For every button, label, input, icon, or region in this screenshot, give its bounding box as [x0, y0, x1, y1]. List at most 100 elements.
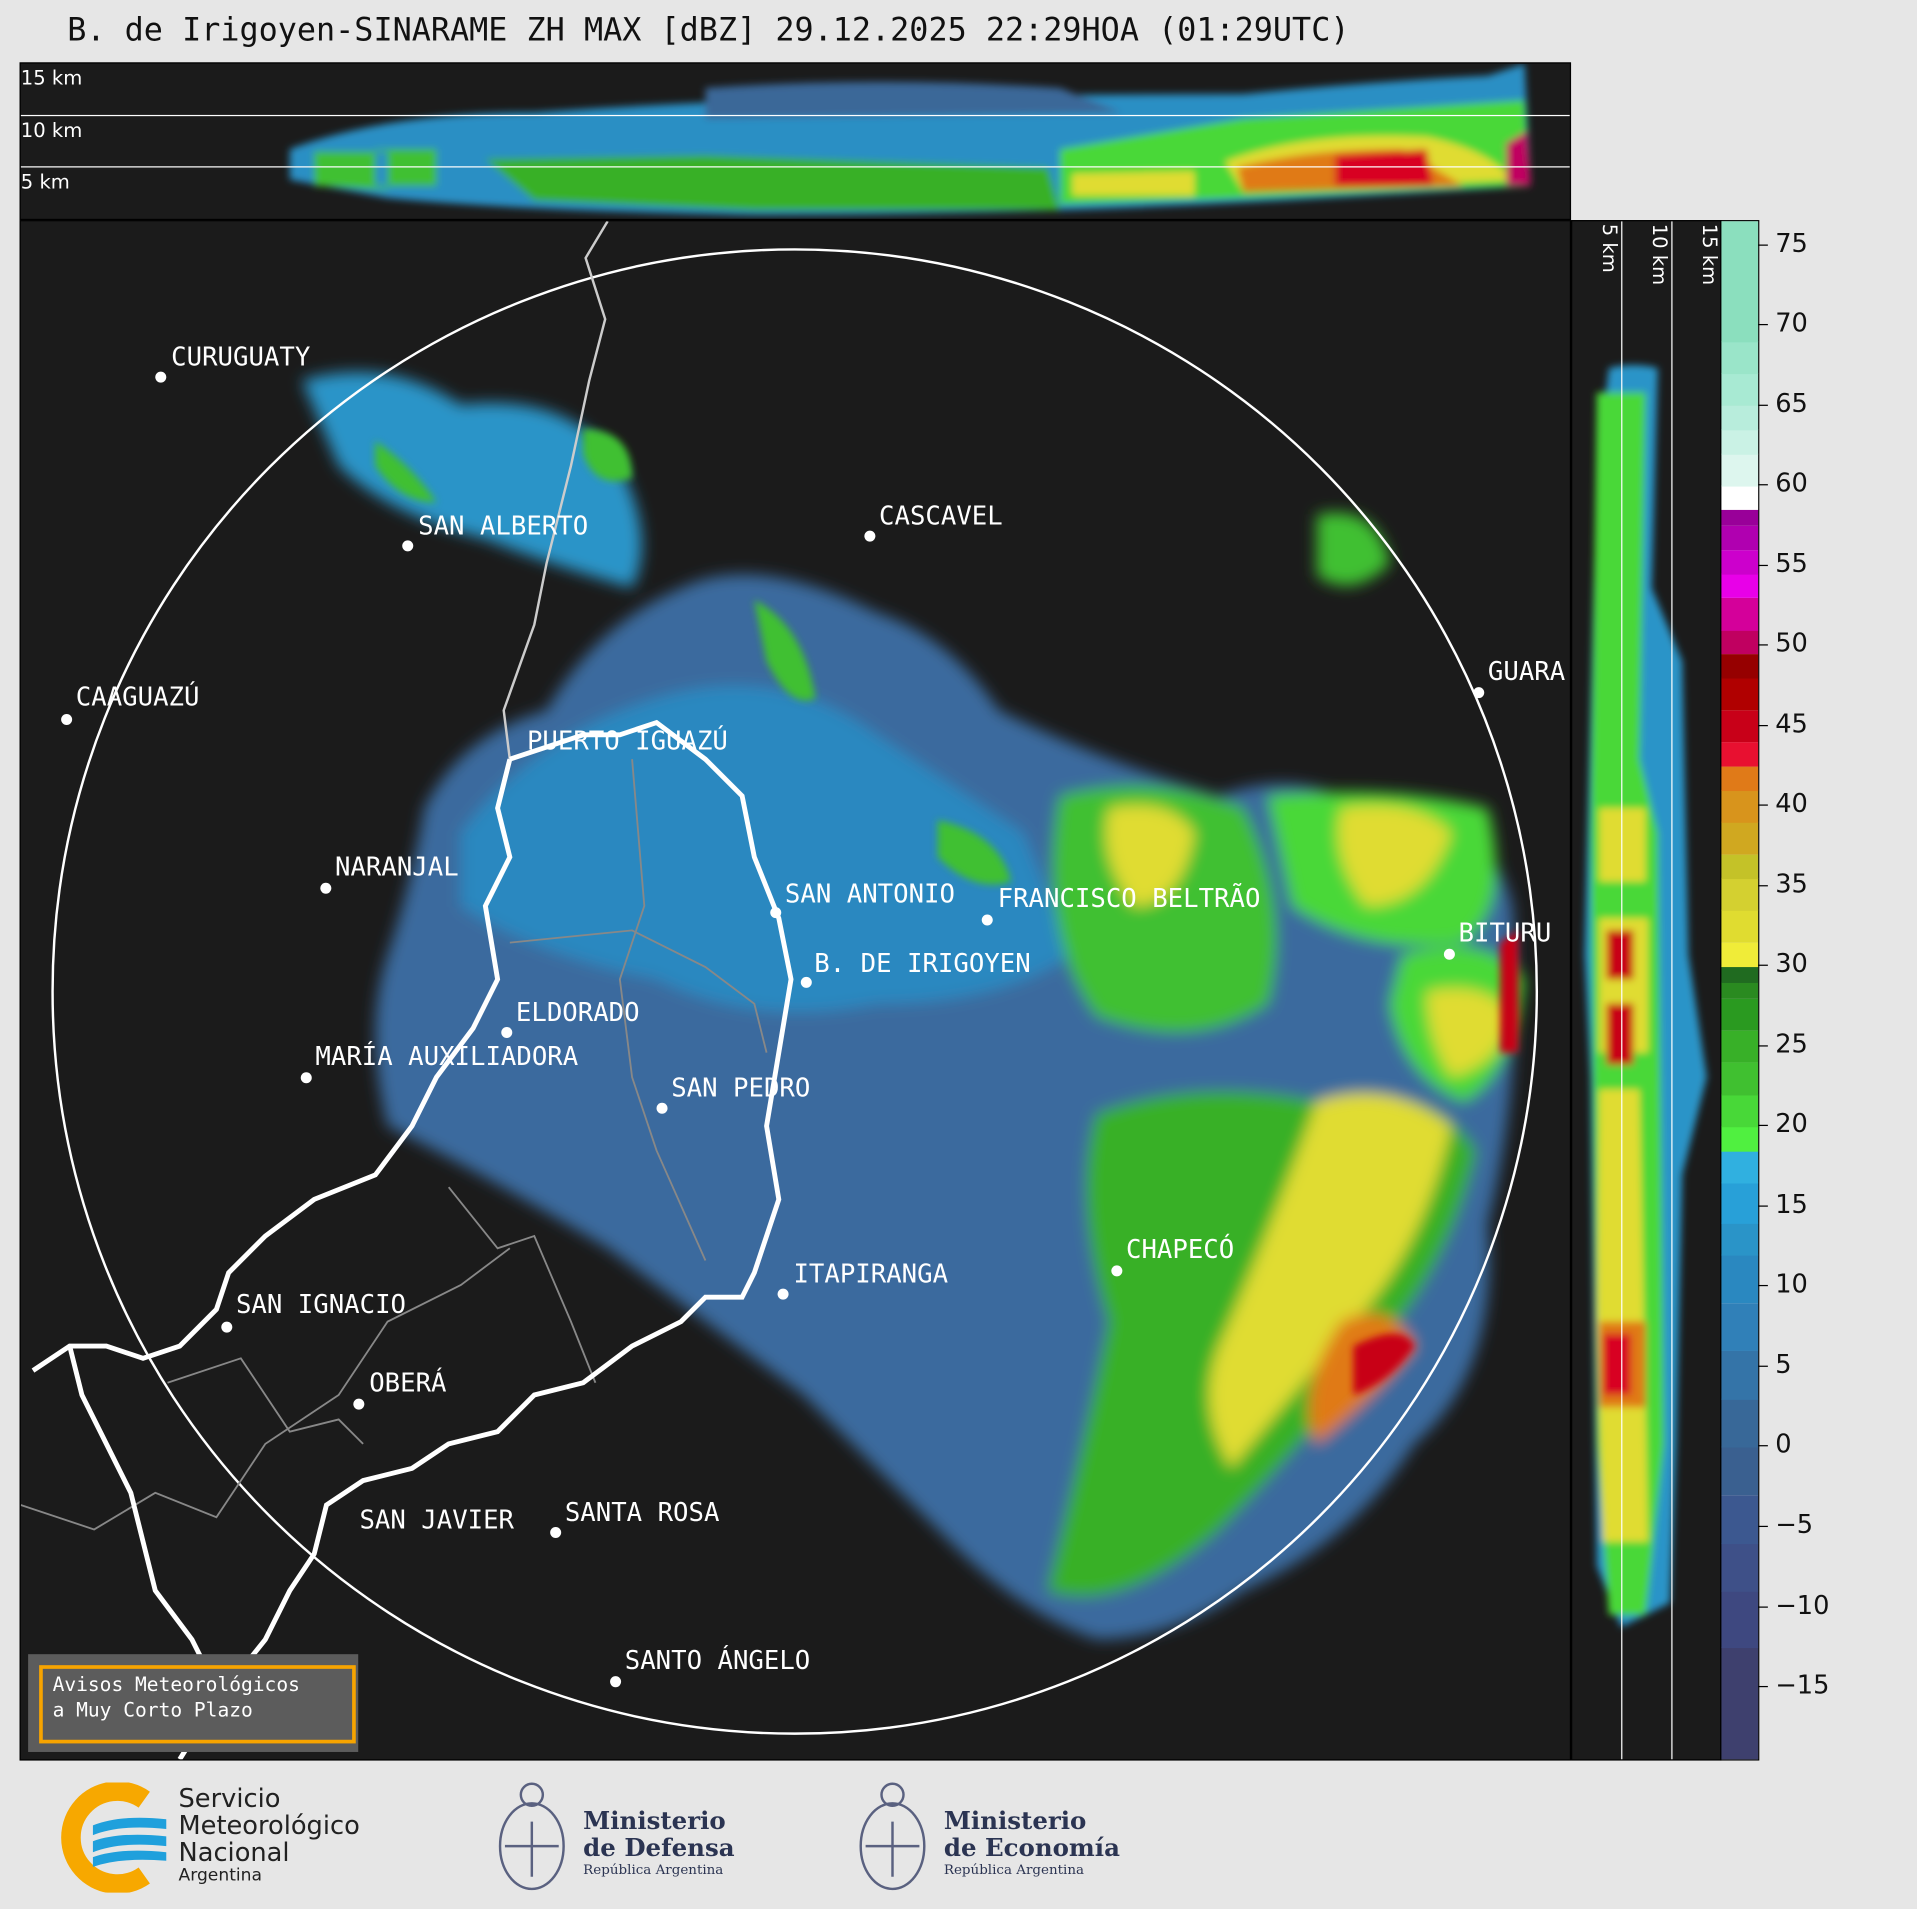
radar-map[interactable]: CURUGUATY SAN ALBERTO CASCAVEL CAAGUAZÚ GUAR… — [19, 220, 1572, 1761]
colorbar-tick — [1758, 965, 1768, 967]
colorbar-tick — [1758, 1686, 1768, 1688]
province-boundaries — [20, 759, 768, 1531]
reflectivity-field — [301, 372, 1525, 1640]
colorbar-tick-label: 0 — [1775, 1429, 1792, 1460]
colorbar-tick — [1758, 884, 1768, 887]
city-label: SAN JAVIER — [359, 1505, 515, 1535]
colorbar-tick-label: 50 — [1775, 628, 1808, 659]
colorbar-tick-label: 35 — [1775, 869, 1808, 899]
colorbar-segment — [1721, 1647, 1759, 1760]
colorbar-tick — [1758, 1125, 1768, 1127]
vertical-profile-top: 15 km 10 km 5 km — [19, 62, 1572, 221]
colorbar-segment — [1721, 790, 1759, 823]
city-marker-icon — [550, 1527, 562, 1539]
city-label: OBERÁ — [369, 1368, 447, 1398]
colorbar-tick-label: 10 — [1775, 1269, 1808, 1299]
colorbar-segment — [1721, 1446, 1759, 1496]
colorbar-segment — [1721, 1062, 1759, 1096]
colorbar-segment — [1721, 485, 1759, 511]
city-marker-icon — [155, 371, 167, 383]
city-marker-icon — [770, 907, 782, 919]
city-label: SANTA ROSA — [564, 1497, 720, 1528]
city-label: MARÍA AUXILIADORA — [315, 1041, 579, 1071]
city-label: CHAPECÓ — [1126, 1234, 1235, 1265]
colorbar-segment — [1721, 910, 1759, 943]
colorbar-tick — [1758, 1205, 1768, 1207]
colorbar-segment — [1721, 341, 1759, 375]
city-marker-icon — [402, 540, 414, 552]
colorbar-tick-label: −15 — [1775, 1670, 1830, 1700]
city-label: ELDORADO — [515, 997, 640, 1027]
city-marker-icon — [1473, 687, 1485, 699]
colorbar-segment — [1721, 509, 1759, 527]
defensa-line-3: República Argentina — [583, 1862, 724, 1878]
colorbar-segment — [1721, 966, 1759, 983]
colorbar-tick-label: −5 — [1775, 1509, 1814, 1540]
colorbar-segment — [1721, 1094, 1759, 1128]
city-marker-icon — [61, 713, 73, 726]
vertical-profile-side: 5 km 10 km 15 km — [1571, 220, 1722, 1761]
colorbar-segment — [1721, 1494, 1759, 1544]
economia-logo: Ministerio de Economía República Argenti… — [856, 1773, 1125, 1901]
economia-line-3: República Argentina — [943, 1862, 1085, 1878]
colorbar-segment — [1721, 822, 1759, 855]
colorbar-segment — [1721, 677, 1759, 711]
colorbar-tick — [1758, 1285, 1768, 1287]
colorbar-tick-label: 15 — [1775, 1189, 1808, 1219]
city-marker-icon — [320, 882, 332, 894]
city-marker-icon — [800, 976, 812, 988]
colorbar-segment — [1721, 597, 1759, 631]
city-label: ITAPIRANGA — [793, 1259, 949, 1289]
colorbar-tick-label: 40 — [1775, 788, 1808, 819]
smn-line-3: Nacional — [178, 1837, 290, 1867]
warning-line-1: Avisos Meteorológicos — [52, 1672, 300, 1696]
city-label: CAAGUAZÚ — [75, 682, 200, 712]
city-marker-icon — [981, 914, 993, 926]
city-marker-icon — [1111, 1265, 1123, 1277]
city-label: SAN ALBERTO — [418, 511, 589, 541]
city-label: SANTO ÁNGELO — [624, 1645, 811, 1675]
smn-line-4: Argentina — [178, 1865, 262, 1886]
colorbar-segment — [1721, 453, 1759, 487]
colorbar-segment — [1721, 942, 1759, 967]
height-label-5km: 5 km — [1597, 223, 1622, 273]
colorbar-tick-label: 65 — [1775, 388, 1808, 418]
colorbar-segment — [1721, 549, 1759, 575]
colorbar-segment — [1721, 629, 1759, 655]
city-marker-icon — [300, 1072, 312, 1084]
city-label: SAN PEDRO — [671, 1073, 811, 1103]
colorbar-tick — [1758, 1445, 1768, 1447]
colorbar-tick — [1758, 644, 1768, 646]
colorbar-segment — [1721, 429, 1759, 455]
national-shield-icon — [859, 1782, 926, 1891]
top-profile-echoes — [289, 63, 1531, 216]
city-label: GUARA — [1487, 656, 1566, 686]
colorbar-tick-label: −10 — [1775, 1589, 1830, 1620]
colorbar-tick — [1758, 484, 1768, 486]
colorbar-segment — [1721, 1030, 1759, 1063]
colorbar-tick-label: 60 — [1775, 468, 1808, 498]
height-line-5km — [1621, 221, 1623, 1760]
colorbar-segment — [1721, 1543, 1759, 1592]
national-shield-icon — [498, 1782, 565, 1891]
city-label: NARANJAL — [334, 852, 459, 882]
smn-line-1: Servicio — [178, 1783, 281, 1814]
colorbar-tick-label: 25 — [1775, 1029, 1808, 1059]
colorbar-segment — [1721, 1591, 1759, 1648]
colorbar-segment — [1721, 221, 1759, 343]
city-label: FRANCISCO BELTRÃO — [997, 883, 1261, 914]
height-label-10km: 10 km — [1648, 223, 1672, 286]
warning-link[interactable]: Avisos Meteorológicos a Muy Corto Plazo — [39, 1665, 356, 1744]
country-border — [502, 221, 609, 760]
city-label: PUERTO IGUAZÚ — [526, 726, 728, 756]
colorbar-segment — [1721, 1126, 1759, 1152]
smn-logo: Servicio Meteorológico Nacional Argentin… — [59, 1782, 389, 1893]
colorbar-tick-label: 20 — [1775, 1109, 1808, 1139]
figure-title: B. de Irigoyen-SINARAME ZH MAX [dBZ] 29.… — [67, 12, 1350, 49]
economia-line-1: Ministerio — [943, 1805, 1087, 1836]
height-line-5km — [20, 166, 1570, 168]
colorbar-segment — [1721, 373, 1759, 407]
colorbar-segment — [1721, 573, 1759, 599]
warning-panel[interactable]: Avisos Meteorológicos a Muy Corto Plazo — [28, 1654, 359, 1752]
